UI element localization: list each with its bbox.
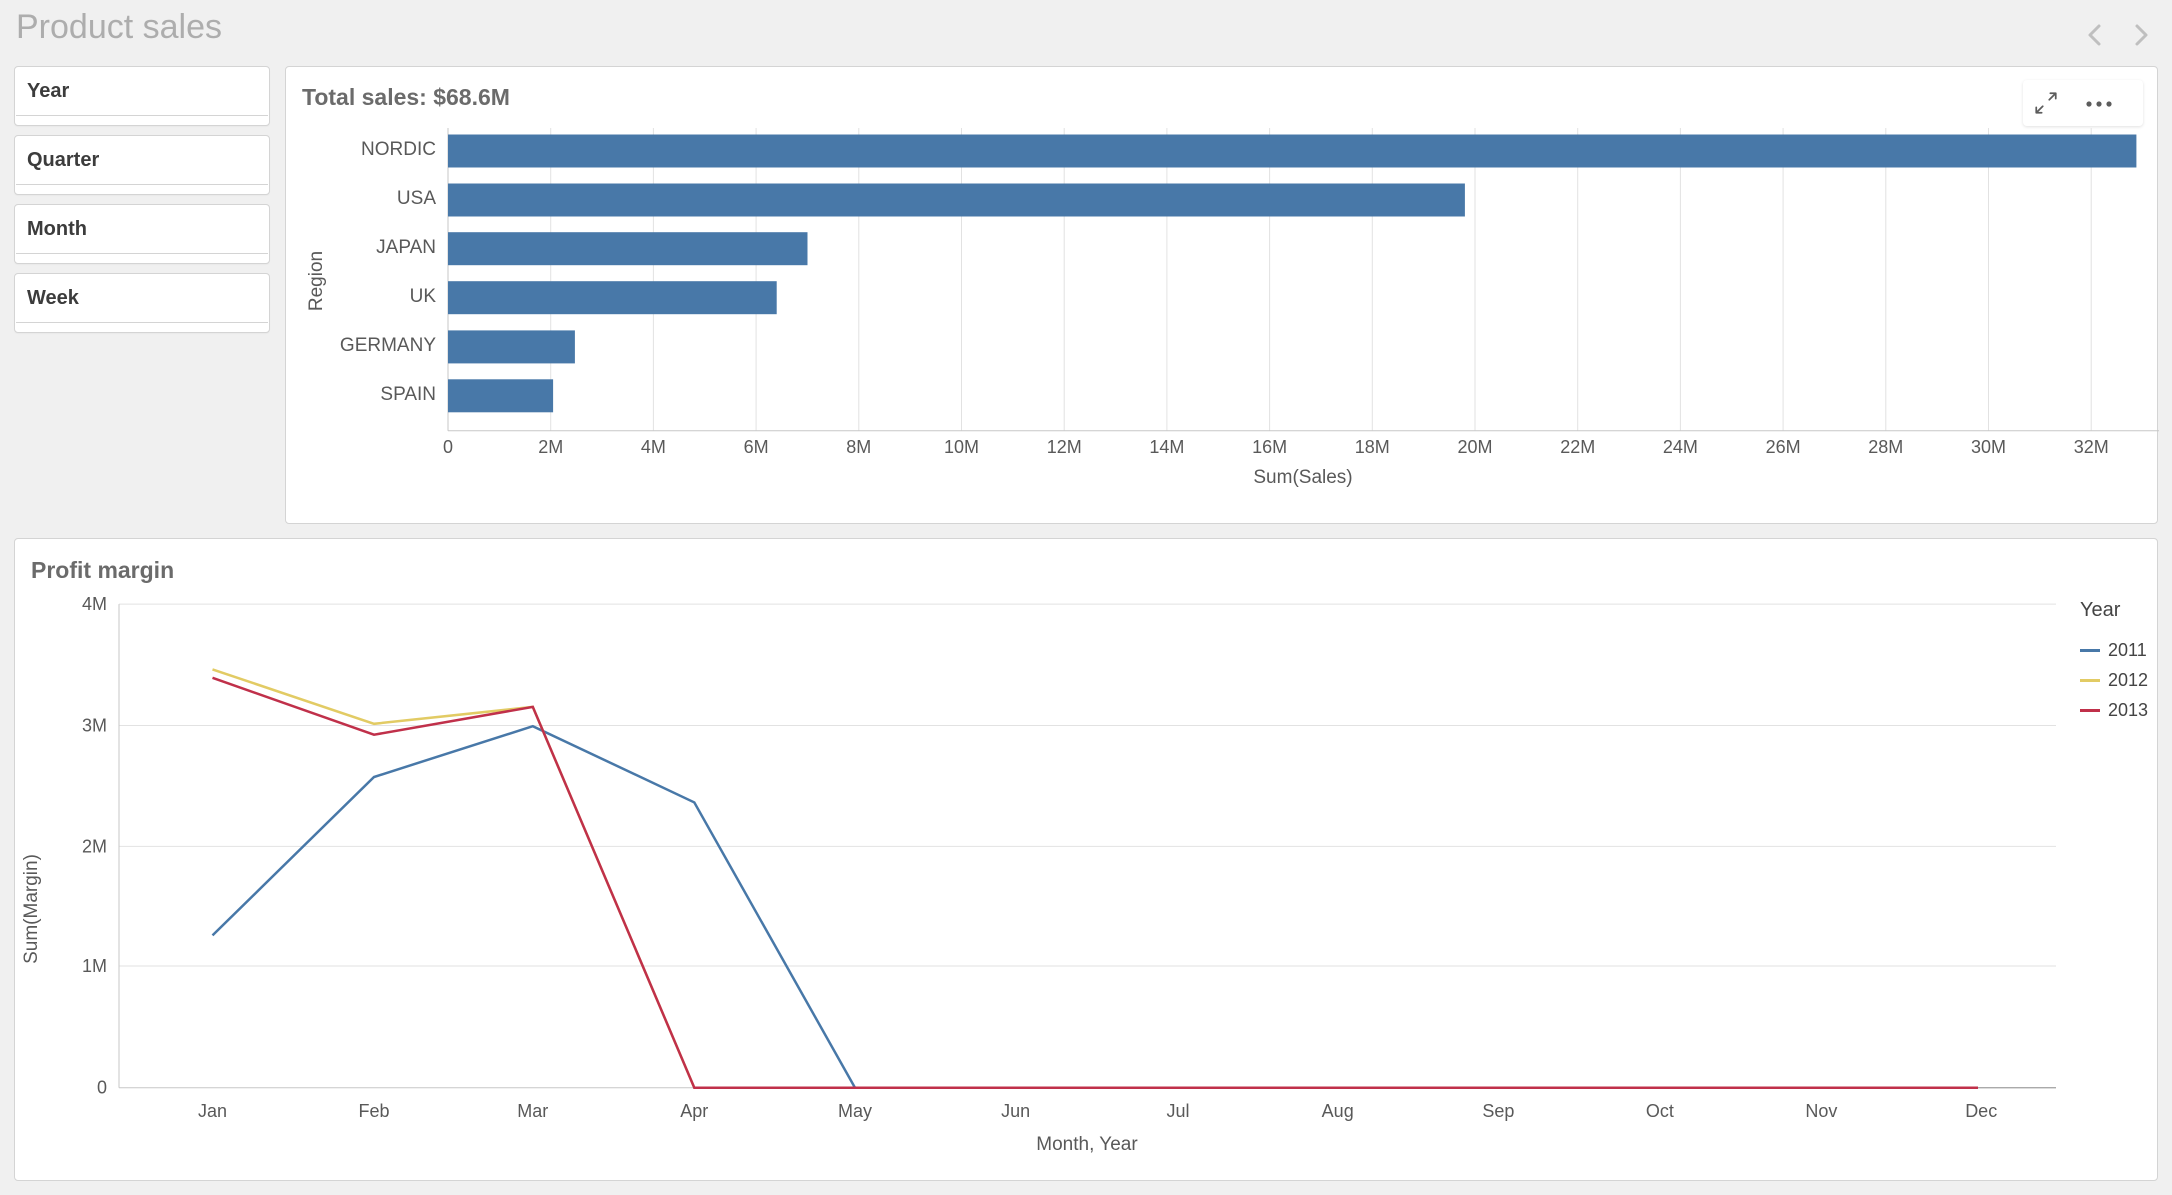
svg-text:Nov: Nov [1805, 1101, 1837, 1121]
svg-text:SPAIN: SPAIN [380, 384, 436, 405]
svg-text:GERMANY: GERMANY [340, 335, 436, 356]
svg-text:0: 0 [443, 437, 453, 457]
svg-text:Jan: Jan [198, 1101, 227, 1121]
svg-text:18M: 18M [1355, 437, 1390, 457]
svg-text:22M: 22M [1560, 437, 1595, 457]
svg-text:UK: UK [410, 286, 437, 307]
svg-text:8M: 8M [846, 437, 871, 457]
svg-text:Sep: Sep [1482, 1101, 1514, 1121]
svg-text:28M: 28M [1868, 437, 1903, 457]
svg-text:4M: 4M [641, 437, 666, 457]
svg-text:Jun: Jun [1001, 1101, 1030, 1121]
svg-text:16M: 16M [1252, 437, 1287, 457]
svg-text:30M: 30M [1971, 437, 2006, 457]
svg-text:20M: 20M [1457, 437, 1492, 457]
svg-text:0: 0 [97, 1078, 107, 1098]
svg-text:Sum(Margin): Sum(Margin) [21, 854, 42, 964]
svg-text:Region: Region [306, 251, 327, 311]
svg-text:1M: 1M [82, 956, 107, 976]
svg-text:Jul: Jul [1166, 1101, 1189, 1121]
svg-text:14M: 14M [1149, 437, 1184, 457]
svg-text:Aug: Aug [1322, 1101, 1354, 1121]
svg-text:Sum(Sales): Sum(Sales) [1253, 467, 1352, 488]
svg-text:JAPAN: JAPAN [376, 237, 436, 258]
svg-text:Mar: Mar [517, 1101, 548, 1121]
svg-text:Month, Year: Month, Year [1036, 1134, 1138, 1155]
svg-text:3M: 3M [82, 716, 107, 736]
svg-text:USA: USA [397, 188, 436, 209]
svg-text:May: May [838, 1101, 872, 1121]
svg-text:4M: 4M [82, 594, 107, 614]
svg-text:2M: 2M [82, 836, 107, 856]
svg-text:NORDIC: NORDIC [361, 139, 436, 160]
svg-text:10M: 10M [944, 437, 979, 457]
svg-text:2M: 2M [538, 437, 563, 457]
svg-text:Dec: Dec [1965, 1101, 1997, 1121]
svg-text:6M: 6M [744, 437, 769, 457]
svg-text:12M: 12M [1047, 437, 1082, 457]
svg-text:24M: 24M [1663, 437, 1698, 457]
svg-text:Feb: Feb [358, 1101, 389, 1121]
svg-text:26M: 26M [1766, 437, 1801, 457]
svg-text:32M: 32M [2074, 437, 2109, 457]
svg-text:Apr: Apr [680, 1101, 708, 1121]
svg-text:Oct: Oct [1646, 1101, 1674, 1121]
